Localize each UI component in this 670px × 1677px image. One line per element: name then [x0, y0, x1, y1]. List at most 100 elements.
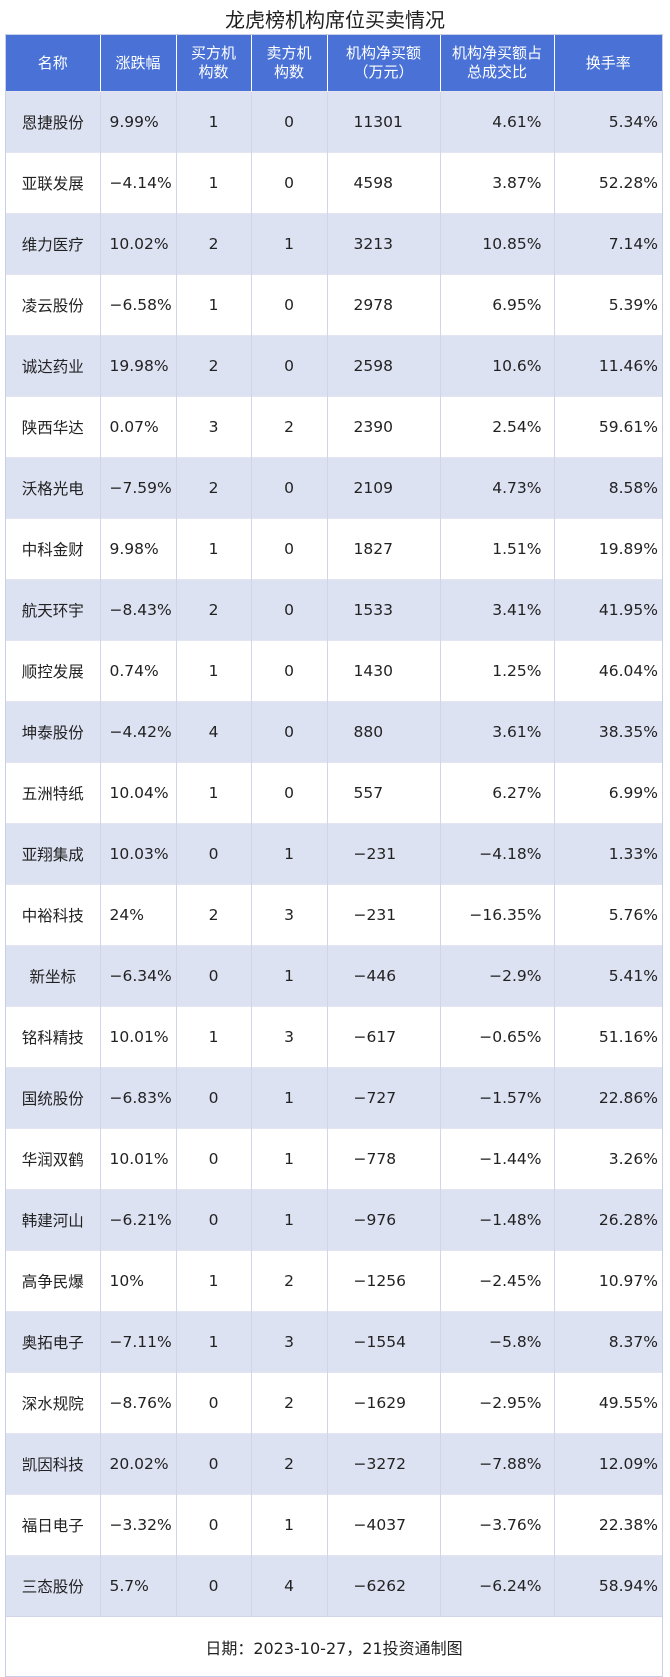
cell-seller-count: 0: [251, 335, 328, 397]
cell-turnover: 8.37%: [554, 1311, 662, 1373]
table-row: 华润双鹤 10.01% 0 1 −778 −1.44% 3.26%: [6, 1128, 662, 1190]
cell-turnover: 38.35%: [554, 701, 662, 763]
cell-net-buy: 2109: [327, 457, 441, 519]
cell-seller-count: 1: [251, 1067, 328, 1129]
cell-change: 10.01%: [100, 1006, 177, 1068]
cell-turnover: 5.76%: [554, 884, 662, 946]
cell-turnover: 7.14%: [554, 213, 662, 275]
cell-net-buy-ratio: −1.57%: [440, 1067, 555, 1129]
table-row: 诚达药业 19.98% 2 0 2598 10.6% 11.46%: [6, 335, 662, 397]
cell-seller-count: 3: [251, 884, 328, 946]
cell-net-buy: −231: [327, 884, 441, 946]
cell-stock-name: 亚联发展: [6, 152, 101, 214]
col-header-net-buy: 机构净买额 （万元）: [327, 35, 441, 92]
cell-net-buy: 2598: [327, 335, 441, 397]
cell-net-buy: −727: [327, 1067, 441, 1129]
cell-turnover: 5.39%: [554, 274, 662, 336]
cell-change: −4.14%: [100, 152, 177, 214]
cell-seller-count: 2: [251, 1250, 328, 1312]
cell-buyer-count: 0: [176, 1067, 252, 1129]
cell-change: 0.07%: [100, 396, 177, 458]
cell-net-buy: 1430: [327, 640, 441, 702]
cell-turnover: 11.46%: [554, 335, 662, 397]
cell-seller-count: 0: [251, 518, 328, 580]
cell-seller-count: 3: [251, 1311, 328, 1373]
cell-net-buy: −617: [327, 1006, 441, 1068]
cell-net-buy-ratio: 6.27%: [440, 762, 555, 824]
cell-seller-count: 0: [251, 91, 328, 153]
cell-stock-name: 坤泰股份: [6, 701, 101, 763]
cell-net-buy-ratio: −2.95%: [440, 1372, 555, 1434]
cell-turnover: 58.94%: [554, 1555, 662, 1617]
cell-buyer-count: 0: [176, 1555, 252, 1617]
cell-net-buy-ratio: −0.65%: [440, 1006, 555, 1068]
col-header-turnover: 换手率: [554, 35, 662, 92]
cell-net-buy-ratio: 3.61%: [440, 701, 555, 763]
cell-change: 19.98%: [100, 335, 177, 397]
cell-seller-count: 0: [251, 457, 328, 519]
cell-turnover: 1.33%: [554, 823, 662, 885]
cell-net-buy: 2390: [327, 396, 441, 458]
cell-stock-name: 五洲特纸: [6, 762, 101, 824]
cell-net-buy-ratio: 10.6%: [440, 335, 555, 397]
cell-stock-name: 韩建河山: [6, 1189, 101, 1251]
cell-turnover: 3.26%: [554, 1128, 662, 1190]
cell-net-buy: −6262: [327, 1555, 441, 1617]
cell-seller-count: 0: [251, 274, 328, 336]
cell-change: −6.83%: [100, 1067, 177, 1129]
cell-buyer-count: 2: [176, 579, 252, 641]
cell-change: 0.74%: [100, 640, 177, 702]
cell-change: −3.32%: [100, 1494, 177, 1556]
cell-net-buy-ratio: 4.61%: [440, 91, 555, 153]
cell-change: −6.34%: [100, 945, 177, 1007]
cell-turnover: 12.09%: [554, 1433, 662, 1495]
cell-seller-count: 0: [251, 701, 328, 763]
cell-change: −6.21%: [100, 1189, 177, 1251]
cell-change: 10.01%: [100, 1128, 177, 1190]
cell-net-buy-ratio: 6.95%: [440, 274, 555, 336]
cell-net-buy-ratio: −2.9%: [440, 945, 555, 1007]
table-row: 高争民爆 10% 1 2 −1256 −2.45% 10.97%: [6, 1250, 662, 1312]
cell-stock-name: 航天环宇: [6, 579, 101, 641]
table-row: 恩捷股份 9.99% 1 0 11301 4.61% 5.34%: [6, 91, 662, 153]
cell-turnover: 19.89%: [554, 518, 662, 580]
cell-turnover: 59.61%: [554, 396, 662, 458]
cell-net-buy: 3213: [327, 213, 441, 275]
cell-buyer-count: 1: [176, 1006, 252, 1068]
table-row: 中科金财 9.98% 1 0 1827 1.51% 19.89%: [6, 518, 662, 580]
cell-turnover: 22.86%: [554, 1067, 662, 1129]
cell-seller-count: 1: [251, 1189, 328, 1251]
cell-net-buy-ratio: −7.88%: [440, 1433, 555, 1495]
cell-net-buy-ratio: 1.25%: [440, 640, 555, 702]
cell-turnover: 22.38%: [554, 1494, 662, 1556]
cell-net-buy-ratio: 1.51%: [440, 518, 555, 580]
cell-buyer-count: 1: [176, 1250, 252, 1312]
col-header-buyer-count: 买方机 构数: [176, 35, 252, 92]
cell-buyer-count: 1: [176, 1311, 252, 1373]
cell-buyer-count: 4: [176, 701, 252, 763]
cell-change: −8.43%: [100, 579, 177, 641]
table-row: 中裕科技 24% 2 3 −231 −16.35% 5.76%: [6, 884, 662, 946]
cell-stock-name: 诚达药业: [6, 335, 101, 397]
cell-change: 10%: [100, 1250, 177, 1312]
cell-stock-name: 深水规院: [6, 1372, 101, 1434]
footer-note: 日期：2023-10-27，21投资通制图: [6, 1616, 662, 1676]
cell-buyer-count: 0: [176, 1128, 252, 1190]
cell-change: 9.99%: [100, 91, 177, 153]
table-row: 新坐标 −6.34% 0 1 −446 −2.9% 5.41%: [6, 945, 662, 1007]
cell-buyer-count: 1: [176, 91, 252, 153]
table-frame: 名称 涨跌幅 买方机 构数 卖方机 构数 机构净买额 （万元） 机构净买额占 总…: [5, 34, 663, 1677]
table-row: 亚翔集成 10.03% 0 1 −231 −4.18% 1.33%: [6, 823, 662, 885]
table-row: 陕西华达 0.07% 3 2 2390 2.54% 59.61%: [6, 396, 662, 458]
cell-turnover: 5.34%: [554, 91, 662, 153]
table-row: 五洲特纸 10.04% 1 0 557 6.27% 6.99%: [6, 762, 662, 824]
cell-net-buy: −1256: [327, 1250, 441, 1312]
cell-stock-name: 福日电子: [6, 1494, 101, 1556]
cell-turnover: 8.58%: [554, 457, 662, 519]
cell-buyer-count: 3: [176, 396, 252, 458]
cell-seller-count: 4: [251, 1555, 328, 1617]
table-row: 坤泰股份 −4.42% 4 0 880 3.61% 38.35%: [6, 701, 662, 763]
table-row: 亚联发展 −4.14% 1 0 4598 3.87% 52.28%: [6, 152, 662, 214]
cell-seller-count: 2: [251, 1372, 328, 1434]
